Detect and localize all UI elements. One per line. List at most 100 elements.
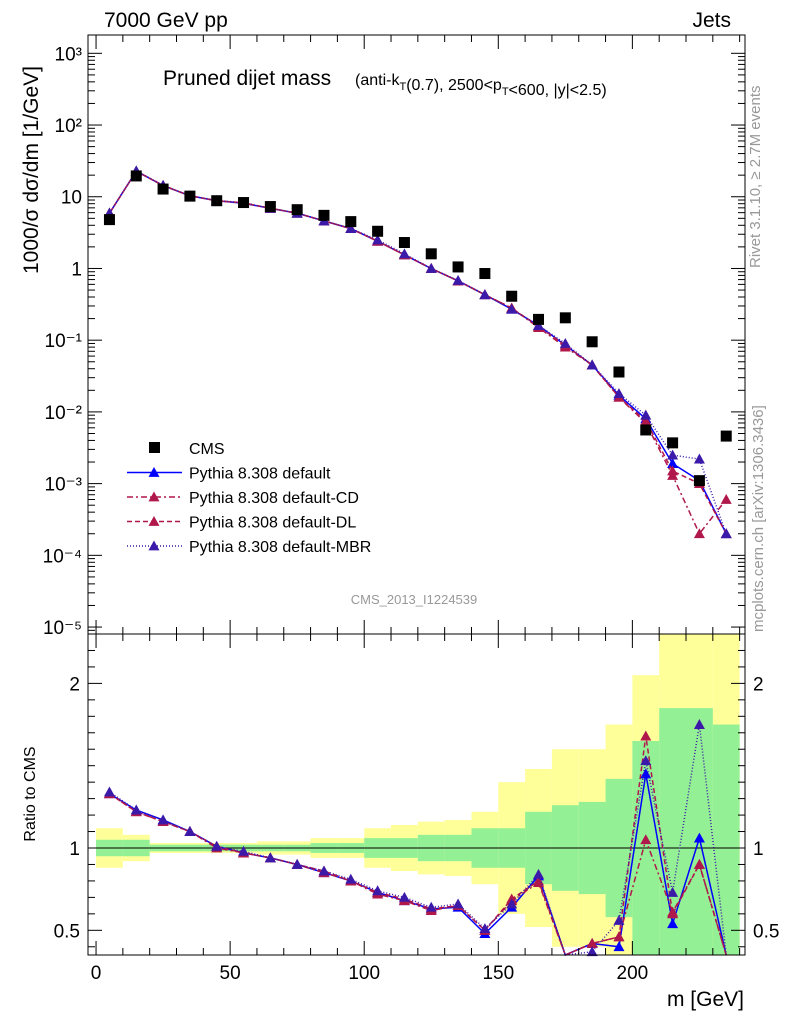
ratio-y-tick-label-right: 2 bbox=[753, 674, 764, 695]
ratio-point bbox=[372, 885, 384, 896]
main-y-tick-label: 10⁻² bbox=[45, 403, 83, 424]
data-point bbox=[345, 223, 357, 233]
x-tick-label: 0 bbox=[91, 963, 102, 984]
x-tick-label: 100 bbox=[348, 963, 380, 984]
ratio-point bbox=[211, 840, 223, 851]
cms-point bbox=[533, 313, 545, 325]
watermark: CMS_2013_I1224539 bbox=[351, 592, 478, 607]
ratio-point bbox=[184, 826, 196, 836]
ratio-point bbox=[157, 814, 169, 825]
cms-point bbox=[693, 475, 705, 487]
cms-point bbox=[318, 209, 330, 221]
cms-point bbox=[372, 225, 384, 237]
cms-point bbox=[130, 170, 142, 182]
cms-point bbox=[238, 197, 250, 209]
legend-item: Pythia 8.308 default-DL bbox=[127, 515, 356, 532]
ratio-point bbox=[586, 937, 598, 948]
data-point bbox=[533, 320, 545, 330]
cms-point bbox=[506, 290, 518, 302]
ratio-y-tick-label: 0.5 bbox=[54, 921, 80, 942]
ratio-point bbox=[640, 768, 652, 779]
legend-marker bbox=[148, 516, 160, 526]
legend-label: Pythia 8.308 default-DL bbox=[189, 515, 356, 532]
cms-point bbox=[640, 424, 652, 436]
chart-title-main: Pruned dijet mass bbox=[163, 67, 331, 90]
ratio-point bbox=[667, 908, 679, 919]
legend-marker bbox=[148, 491, 160, 502]
ratio-series-3 bbox=[103, 719, 727, 957]
ratio-point bbox=[693, 719, 705, 729]
cms-point bbox=[559, 312, 571, 324]
ratio-point bbox=[613, 941, 625, 952]
series-line bbox=[108, 169, 727, 534]
ratio-point bbox=[693, 858, 705, 869]
ratio-point bbox=[264, 852, 276, 863]
ratio-point bbox=[452, 898, 464, 909]
main-y-tick-label: 10³ bbox=[55, 44, 82, 65]
x-tick-label: 200 bbox=[617, 963, 649, 984]
ratio-line bbox=[109, 735, 727, 957]
main-y-tick-label: 10⁻¹ bbox=[45, 331, 83, 352]
cms-point bbox=[613, 366, 625, 378]
ratio-y-tick-label: 2 bbox=[69, 674, 80, 695]
cms-point bbox=[452, 261, 464, 273]
cms-point bbox=[479, 268, 491, 280]
ratio-point bbox=[425, 901, 437, 912]
ratio-point bbox=[291, 858, 303, 869]
main-y-tick-label: 1 bbox=[71, 259, 82, 280]
main-y-tick-label: 10⁻³ bbox=[45, 475, 83, 496]
data-point bbox=[559, 337, 571, 348]
ratio-point bbox=[586, 946, 598, 957]
main-y-tick-label: 10⁻⁵ bbox=[43, 618, 82, 639]
ratio-point bbox=[640, 730, 652, 741]
data-point bbox=[640, 415, 652, 426]
ratio-point bbox=[613, 914, 625, 925]
legend-item: Pythia 8.308 default-CD bbox=[127, 490, 359, 507]
legend-item: CMS bbox=[149, 441, 225, 458]
data-point bbox=[667, 458, 679, 469]
ratio-y-axis-label: Ratio to CMS bbox=[22, 746, 39, 841]
header-process-label: 7000 GeV pp bbox=[104, 9, 228, 32]
data-point bbox=[506, 303, 518, 314]
ratio-panel: 0.5 0.5 1 1 2 2 0 50 100 150 200 Ratio to CMS m [G… bbox=[22, 633, 779, 1011]
main-y-tick-label: 10⁻⁴ bbox=[43, 546, 82, 567]
data-point bbox=[613, 388, 625, 398]
band-bin bbox=[686, 708, 713, 955]
data-point bbox=[693, 528, 705, 539]
data-point bbox=[398, 248, 410, 259]
ratio-point bbox=[667, 886, 679, 897]
ratio-point bbox=[693, 832, 705, 843]
ratio-line bbox=[109, 793, 727, 957]
x-tick-label: 50 bbox=[220, 963, 241, 984]
legend-label: Pythia 8.308 default bbox=[189, 466, 331, 483]
legend-label: Pythia 8.308 default-CD bbox=[189, 490, 359, 507]
cms-point bbox=[211, 195, 223, 207]
cms-point bbox=[184, 190, 196, 202]
rivet-version-label: Rivet 3.1.10, ≥ 2.7M events bbox=[747, 86, 764, 269]
cms-point bbox=[264, 201, 276, 213]
cms-point bbox=[398, 237, 410, 249]
cms-point bbox=[720, 430, 732, 442]
main-y-tick-label: 10 bbox=[61, 188, 82, 209]
main-panel: 10⁻⁵ 10⁻⁴ 10⁻³ 10⁻² 10⁻¹ 1 10 10² 10³ Pruned dij… bbox=[20, 34, 746, 639]
ratio-y-tick-label-right: 1 bbox=[753, 839, 764, 860]
main-frame bbox=[87, 34, 746, 635]
legend-marker bbox=[148, 540, 160, 551]
ratio-y-tick-label: 1 bbox=[69, 839, 80, 860]
ratio-point bbox=[640, 834, 652, 845]
data-point bbox=[425, 262, 437, 273]
x-axis-label: m [GeV] bbox=[667, 988, 744, 1011]
ratio-point bbox=[640, 755, 652, 766]
data-point bbox=[720, 528, 732, 539]
legend: CMS Pythia 8.308 default Pythia 8.308 defa… bbox=[127, 441, 371, 556]
legend-item: Pythia 8.308 default bbox=[127, 466, 331, 483]
header-jets-label: Jets bbox=[692, 9, 731, 32]
ratio-y-tick-label-right: 0.5 bbox=[753, 921, 779, 942]
data-point bbox=[667, 449, 679, 460]
legend-label: CMS bbox=[189, 441, 225, 458]
ratio-point bbox=[398, 891, 410, 902]
main-y-tick-label: 10² bbox=[55, 116, 82, 137]
cms-point bbox=[345, 216, 357, 228]
ratio-point bbox=[533, 875, 545, 886]
data-point bbox=[372, 234, 384, 245]
